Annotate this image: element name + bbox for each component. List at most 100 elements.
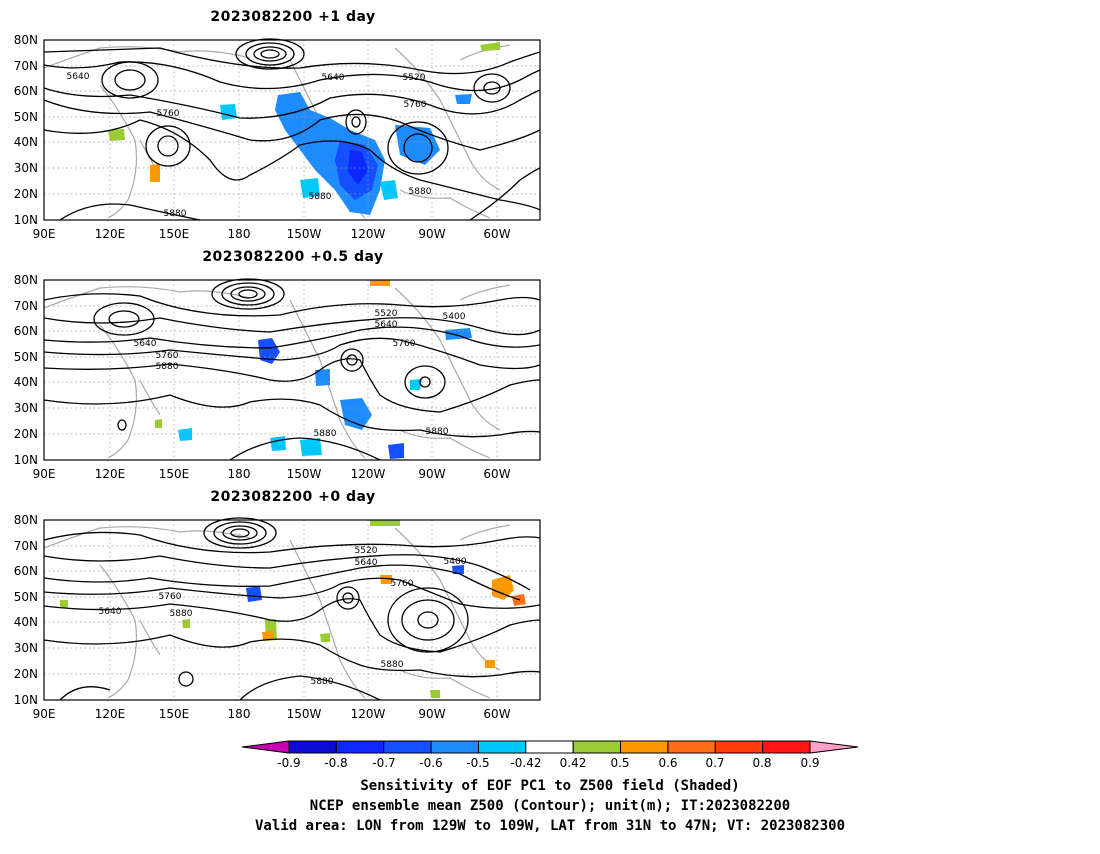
- contour-label: 5760: [159, 592, 182, 602]
- colorbar-box: [430, 740, 479, 754]
- map-frame: [43, 519, 541, 701]
- contour-label: 5760: [157, 109, 180, 119]
- x-tick-label: 120W: [351, 707, 386, 721]
- x-tick-label: 150W: [287, 467, 322, 481]
- colorbar-label: 0.6: [658, 756, 677, 770]
- x-tick-label: 150E: [159, 227, 190, 241]
- x-tick-label: 120E: [95, 707, 126, 721]
- contour-label: 5880: [426, 427, 449, 437]
- x-tick-label: 120W: [351, 467, 386, 481]
- y-tick-label: 20N: [14, 427, 38, 441]
- contour-label: 5880: [309, 192, 332, 202]
- y-tick-label: 70N: [14, 299, 38, 313]
- x-tick-label: 90W: [418, 227, 445, 241]
- colorbar-label: -0.6: [419, 756, 442, 770]
- colorbar-label: 0.7: [705, 756, 724, 770]
- colorbar-box: [714, 740, 764, 754]
- z500-contours: [43, 38, 541, 221]
- y-tick-label: 10N: [14, 453, 38, 467]
- y-tick-label: 10N: [14, 693, 38, 707]
- colorbar-box: [383, 740, 432, 754]
- map-frame: [43, 279, 541, 461]
- contour-label: 5640: [322, 73, 345, 83]
- colorbar-box: [288, 740, 337, 754]
- colorbar-low-extension: [241, 740, 290, 754]
- y-tick-label: 30N: [14, 401, 38, 415]
- colorbar-box: [572, 740, 622, 754]
- x-tick-labels: 90E 120E 150E 180 150W 120W 90W 60W: [33, 227, 511, 241]
- y-tick-label: 30N: [14, 641, 38, 655]
- contour-label: 5760: [391, 579, 414, 589]
- colorbar: -0.9 -0.8 -0.7 -0.6 -0.5 -0.42 0.42 0.5 …: [241, 740, 859, 770]
- y-tick-labels: 80N 70N 60N 50N 40N 30N 20N 10N: [14, 513, 38, 707]
- y-tick-label: 40N: [14, 375, 38, 389]
- map-area: 5520 5640 5400 5760 5760 5640 5880 5880 …: [43, 517, 541, 701]
- y-tick-label: 60N: [14, 564, 38, 578]
- colorbar-label: -0.42: [510, 756, 541, 770]
- map-area: 5640 5640 5520 5760 5760 5880 5880 5880: [43, 38, 541, 221]
- contour-labels: 5520 5640 5400 5760 5760 5640 5880 5880 …: [99, 546, 467, 687]
- caption: Sensitivity of EOF PC1 to Z500 field (Sh…: [255, 778, 845, 834]
- x-tick-label: 120E: [95, 467, 126, 481]
- panel-2: 2023082200 +0.5 day 80N 70N 60N 50N 40N …: [14, 249, 541, 481]
- caption-line-3: Valid area: LON from 129W to 109W, LAT f…: [255, 818, 845, 834]
- gridlines: [44, 280, 540, 460]
- y-tick-label: 60N: [14, 84, 38, 98]
- contour-label: 5640: [355, 558, 378, 568]
- contour-label: 5880: [156, 362, 179, 372]
- x-tick-label: 90W: [418, 707, 445, 721]
- contour-label: 5760: [156, 351, 179, 361]
- colorbar-box: [525, 740, 574, 754]
- colorbar-boxes: [288, 740, 811, 754]
- contour-label: 5520: [403, 73, 426, 83]
- colorbar-label: -0.9: [277, 756, 300, 770]
- panel-title: 2023082200 +0.5 day: [202, 249, 383, 265]
- y-tick-label: 20N: [14, 187, 38, 201]
- x-tick-labels: 90E 120E 150E 180 150W 120W 90W 60W: [33, 707, 511, 721]
- contour-label: 5520: [375, 309, 398, 319]
- contour-labels: 5640 5640 5520 5760 5760 5880 5880 5880: [67, 72, 432, 219]
- x-tick-label: 60W: [483, 467, 510, 481]
- y-tick-label: 70N: [14, 59, 38, 73]
- colorbar-high-extension: [809, 740, 859, 754]
- contour-label: 5880: [170, 609, 193, 619]
- x-tick-label: 150E: [159, 467, 190, 481]
- contour-label: 5880: [381, 660, 404, 670]
- contour-label: 5760: [404, 100, 427, 110]
- y-tick-label: 50N: [14, 110, 38, 124]
- panel-3: 2023082200 +0 day 80N 70N 60N 50N 40N 30…: [14, 489, 541, 721]
- y-tick-label: 10N: [14, 213, 38, 227]
- panel-title: 2023082200 +0 day: [210, 489, 375, 505]
- contour-label: 5400: [444, 557, 467, 567]
- colorbar-label: 0.42: [560, 756, 587, 770]
- x-tick-label: 90W: [418, 467, 445, 481]
- map-area: 5520 5640 5400 5640 5760 5880 5760 5880 …: [43, 278, 541, 461]
- x-tick-label: 180: [228, 227, 251, 241]
- x-tick-label: 150E: [159, 707, 190, 721]
- y-tick-label: 40N: [14, 615, 38, 629]
- contour-label: 5880: [314, 429, 337, 439]
- colorbar-label: 0.5: [610, 756, 629, 770]
- caption-line-1: Sensitivity of EOF PC1 to Z500 field (Sh…: [360, 778, 739, 794]
- colorbar-label: -0.7: [372, 756, 395, 770]
- map-frame: [43, 39, 541, 221]
- x-tick-label: 90E: [33, 467, 56, 481]
- colorbar-label: -0.5: [466, 756, 489, 770]
- x-tick-label: 60W: [483, 707, 510, 721]
- colorbar-label: 0.8: [752, 756, 771, 770]
- x-tick-labels: 90E 120E 150E 180 150W 120W 90W 60W: [33, 467, 511, 481]
- y-tick-labels: 80N 70N 60N 50N 40N 30N 20N 10N: [14, 33, 38, 227]
- colorbar-label: -0.8: [324, 756, 347, 770]
- colorbar-box: [667, 740, 716, 754]
- y-tick-label: 70N: [14, 539, 38, 553]
- contour-labels: 5520 5640 5400 5640 5760 5880 5760 5880 …: [134, 309, 466, 439]
- contour-label: 5640: [67, 72, 90, 82]
- contour-label: 5640: [375, 320, 398, 330]
- y-tick-label: 80N: [14, 33, 38, 47]
- y-tick-label: 80N: [14, 273, 38, 287]
- contour-label: 5640: [99, 607, 122, 617]
- x-tick-label: 120E: [95, 227, 126, 241]
- contour-label: 5520: [355, 546, 378, 556]
- z500-contours: [43, 278, 541, 461]
- sensitivity-shading: [60, 520, 526, 698]
